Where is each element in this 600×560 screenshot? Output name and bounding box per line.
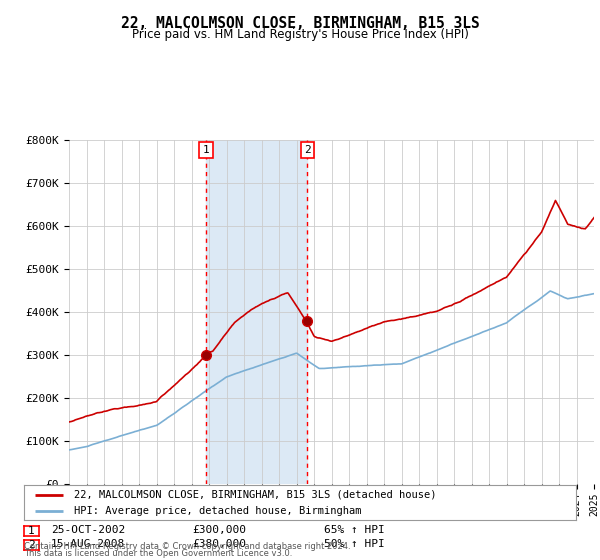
Text: 22, MALCOLMSON CLOSE, BIRMINGHAM, B15 3LS (detached house): 22, MALCOLMSON CLOSE, BIRMINGHAM, B15 3L…	[74, 489, 436, 500]
Text: This data is licensed under the Open Government Licence v3.0.: This data is licensed under the Open Gov…	[24, 549, 292, 558]
Text: 2: 2	[304, 145, 311, 155]
Text: 1: 1	[28, 526, 35, 536]
Text: 25-OCT-2002: 25-OCT-2002	[51, 525, 125, 535]
Text: 15-AUG-2008: 15-AUG-2008	[51, 539, 125, 549]
Text: 65% ↑ HPI: 65% ↑ HPI	[324, 525, 385, 535]
Text: £300,000: £300,000	[192, 525, 246, 535]
Text: Contains HM Land Registry data © Crown copyright and database right 2024.: Contains HM Land Registry data © Crown c…	[24, 542, 350, 551]
Text: 50% ↑ HPI: 50% ↑ HPI	[324, 539, 385, 549]
Text: 1: 1	[202, 145, 209, 155]
Text: £380,000: £380,000	[192, 539, 246, 549]
Text: 2: 2	[28, 540, 35, 550]
Text: 22, MALCOLMSON CLOSE, BIRMINGHAM, B15 3LS: 22, MALCOLMSON CLOSE, BIRMINGHAM, B15 3L…	[121, 16, 479, 31]
Bar	[206, 140, 307, 484]
Text: HPI: Average price, detached house, Birmingham: HPI: Average price, detached house, Birm…	[74, 506, 361, 516]
Text: Price paid vs. HM Land Registry's House Price Index (HPI): Price paid vs. HM Land Registry's House …	[131, 28, 469, 41]
